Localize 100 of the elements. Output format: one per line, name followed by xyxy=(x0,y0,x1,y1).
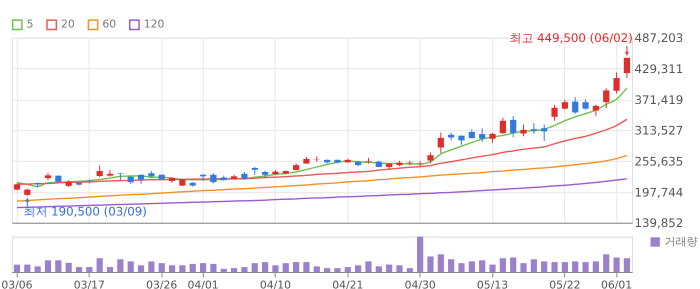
legend-label: 120 xyxy=(144,18,164,31)
candlestick xyxy=(489,132,496,144)
line-series xyxy=(16,178,628,208)
bar xyxy=(448,259,454,272)
candlestick xyxy=(541,124,548,142)
bar xyxy=(158,263,165,272)
bar xyxy=(210,264,216,272)
bar xyxy=(530,259,537,272)
bar xyxy=(272,265,279,272)
bar xyxy=(376,266,382,272)
legend-label: 60 xyxy=(102,18,116,31)
bar xyxy=(220,268,227,272)
bar xyxy=(613,257,620,272)
legend-label: 20 xyxy=(61,18,75,31)
x-tick-label: 04/21 xyxy=(332,278,364,289)
bar xyxy=(14,264,20,272)
bar xyxy=(292,262,300,272)
x-tick-label: 05/13 xyxy=(476,278,508,289)
bar xyxy=(624,258,630,272)
candlestick xyxy=(510,116,516,138)
y-tick-label: 371,419 xyxy=(634,92,684,107)
bar xyxy=(179,265,186,272)
bar xyxy=(541,261,548,272)
candlestick xyxy=(138,174,144,185)
y-tick-label: 429,311 xyxy=(634,62,684,76)
candlestick xyxy=(479,128,486,142)
candlestick xyxy=(500,117,506,134)
bar xyxy=(324,268,330,272)
bar xyxy=(34,266,41,272)
candlestick xyxy=(438,132,444,154)
candlestick xyxy=(427,152,434,164)
x-tick-label: 03/17 xyxy=(74,278,105,289)
bar xyxy=(551,262,558,272)
bar xyxy=(76,267,82,272)
y-tick-label: 139,852 xyxy=(634,216,684,230)
candlestick xyxy=(592,104,599,116)
candlestick xyxy=(117,172,124,181)
bar xyxy=(489,264,496,272)
bar xyxy=(582,262,589,272)
bar xyxy=(427,256,434,272)
bar xyxy=(262,262,268,272)
bar xyxy=(520,263,527,272)
x-tick-label: 04/10 xyxy=(260,278,292,289)
bar xyxy=(365,261,372,272)
bar xyxy=(386,264,392,272)
bar xyxy=(24,264,30,272)
candlestick xyxy=(551,104,558,122)
bar xyxy=(138,265,144,272)
candlestick xyxy=(530,122,537,134)
bar xyxy=(500,258,506,272)
bar xyxy=(355,265,362,272)
bar xyxy=(314,266,320,272)
bar xyxy=(55,260,62,272)
x-tick-label: 04/01 xyxy=(187,278,219,289)
bar xyxy=(334,268,341,272)
bar xyxy=(603,254,610,272)
bar xyxy=(230,268,238,272)
candlestick xyxy=(613,72,620,94)
bar xyxy=(117,259,124,272)
y-tick-label: 487,203 xyxy=(634,31,684,46)
bar xyxy=(396,265,403,272)
candlestick xyxy=(468,128,475,139)
x-tick-label: 04/30 xyxy=(404,278,436,289)
bar xyxy=(148,261,154,272)
bar xyxy=(458,263,465,272)
bar xyxy=(241,267,248,272)
bar xyxy=(303,262,310,272)
candlestick xyxy=(96,164,103,178)
candlestick xyxy=(210,172,216,184)
bar xyxy=(66,262,72,272)
bar xyxy=(592,261,599,272)
bar xyxy=(86,267,92,272)
candlestick xyxy=(603,88,610,109)
bar xyxy=(96,258,103,272)
bar xyxy=(562,262,568,272)
bar xyxy=(168,265,176,272)
bar xyxy=(468,261,475,272)
bar xyxy=(200,263,206,272)
bar xyxy=(128,261,134,272)
line-series xyxy=(16,87,628,188)
bar xyxy=(417,236,424,272)
legend-label: 거래량 xyxy=(664,234,698,248)
x-tick-label: 05/22 xyxy=(549,278,580,289)
y-tick-label: 255,635 xyxy=(634,154,684,169)
annotation: 최고 449,500 (06/02) xyxy=(509,31,633,46)
y-tick-label: 313,527 xyxy=(634,124,684,138)
bar xyxy=(252,263,258,272)
candlestick xyxy=(572,96,578,114)
bar xyxy=(572,261,578,272)
legend-label: 5 xyxy=(26,18,34,31)
bar xyxy=(282,263,289,272)
candlestick xyxy=(624,57,630,78)
candlestick xyxy=(520,124,527,137)
bar xyxy=(344,267,351,272)
candlestick xyxy=(562,99,568,110)
x-tick-label: 03/06 xyxy=(1,278,33,289)
candlestick xyxy=(582,98,589,110)
x-tick-label: 06/01 xyxy=(600,278,632,289)
bar xyxy=(106,267,114,272)
annotation: 최저 190,500 (03/09) xyxy=(23,204,147,219)
